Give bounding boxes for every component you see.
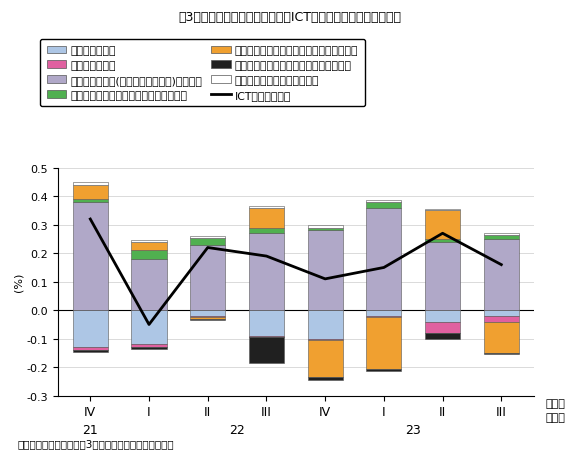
Bar: [307, 339, 343, 340]
Bar: [190, 245, 226, 310]
Bar: [132, 251, 166, 259]
Bar: [484, 234, 519, 235]
Bar: [366, 369, 401, 372]
Bar: [425, 239, 460, 242]
Bar: [484, 322, 519, 353]
Text: （期）: （期）: [545, 398, 565, 408]
Bar: [72, 202, 108, 310]
Bar: [366, 310, 401, 316]
Text: 21: 21: [82, 423, 98, 436]
Bar: [366, 201, 401, 202]
Bar: [307, 310, 343, 339]
Y-axis label: (%): (%): [14, 273, 24, 292]
Bar: [72, 186, 108, 200]
Bar: [190, 238, 226, 245]
Bar: [425, 211, 460, 239]
Bar: [132, 348, 166, 349]
Bar: [190, 316, 226, 318]
Bar: [249, 336, 284, 338]
Bar: [249, 234, 284, 310]
Bar: [249, 338, 284, 363]
Text: （年）: （年）: [545, 412, 565, 422]
Bar: [484, 353, 519, 354]
Bar: [307, 228, 343, 231]
Bar: [425, 242, 460, 310]
Bar: [484, 310, 519, 316]
Bar: [249, 228, 284, 234]
Bar: [190, 319, 226, 320]
Bar: [307, 340, 343, 377]
Text: 22: 22: [229, 423, 245, 436]
Bar: [132, 345, 166, 348]
Bar: [132, 242, 166, 251]
Text: 第3次産業活動指数総合に占めるICT関連サービス指数の寄与度: 第3次産業活動指数総合に占めるICT関連サービス指数の寄与度: [179, 11, 401, 25]
Bar: [425, 322, 460, 333]
Bar: [366, 316, 401, 318]
Bar: [366, 318, 401, 369]
Bar: [72, 350, 108, 352]
Bar: [249, 207, 284, 208]
Bar: [484, 239, 519, 310]
Bar: [132, 310, 166, 345]
Bar: [425, 310, 460, 322]
Bar: [72, 348, 108, 350]
Bar: [425, 333, 460, 339]
Bar: [307, 231, 343, 310]
Bar: [307, 225, 343, 228]
Text: 23: 23: [405, 423, 421, 436]
Bar: [425, 210, 460, 211]
Bar: [72, 310, 108, 348]
Bar: [72, 182, 108, 186]
Bar: [190, 318, 226, 319]
Bar: [72, 200, 108, 202]
Bar: [249, 310, 284, 336]
Bar: [190, 310, 226, 316]
Bar: [366, 202, 401, 208]
Bar: [307, 377, 343, 380]
Bar: [132, 259, 166, 310]
Bar: [484, 235, 519, 239]
Legend: 通信業・寄与度, 放送業・寄与度, 情報サービス業(除くゲームソフト)・寄与度, インターネット附随サービス業・寄与度, コンテンツ制作・配給・レンタル・寄与度: 通信業・寄与度, 放送業・寄与度, 情報サービス業(除くゲームソフト)・寄与度,…: [40, 40, 365, 107]
Bar: [132, 241, 166, 242]
Bar: [190, 237, 226, 238]
Text: （出所）経済産業省「第3次産業活動指数」より作成。: （出所）経済産業省「第3次産業活動指数」より作成。: [17, 438, 174, 448]
Bar: [249, 208, 284, 228]
Bar: [366, 208, 401, 310]
Bar: [484, 316, 519, 322]
